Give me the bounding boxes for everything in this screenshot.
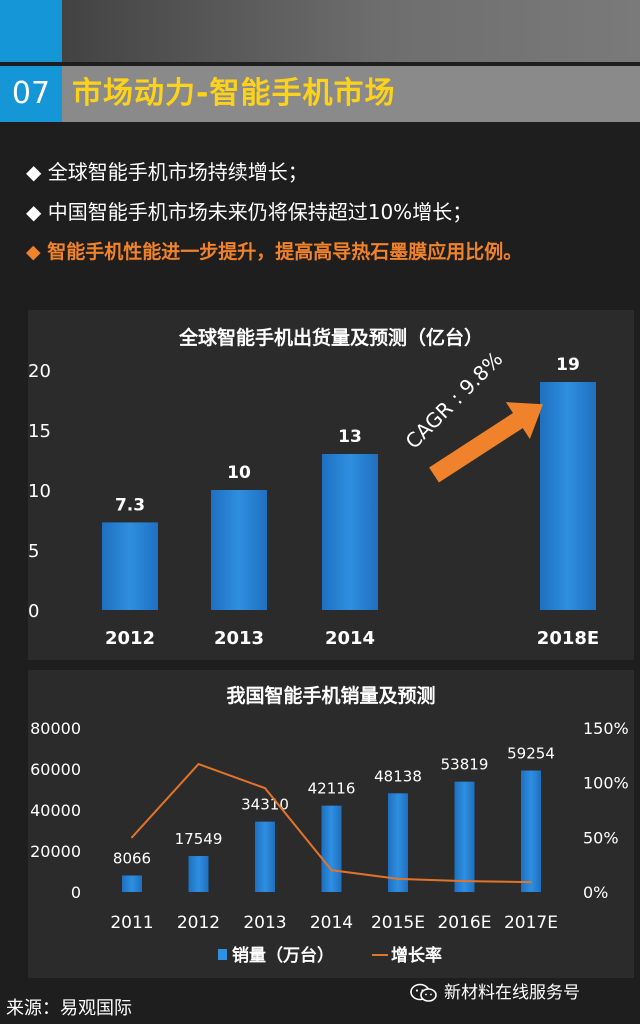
y-tick-label: 0 [28,601,39,622]
x-tick-label: 2015E [371,913,425,933]
china-sales-chart: 我国智能手机销量及预测 0 20000 40000 60000 80000 0% 50% 100… [30,684,629,966]
bar [255,821,275,892]
growth-rate-point [131,836,133,839]
wechat-icon [410,983,437,1002]
growth-rate-point [197,763,200,766]
bar [322,454,378,610]
bar [211,490,267,610]
data-label: 34310 [241,796,289,814]
global-shipments-chart: 全球智能手机出货量及预测（亿台） 0 5 10 15 20 7.3 2012 10 2013 13 2… [28,326,599,649]
page-title: 市场动力-智能手机市场 [72,76,396,111]
y-tick-label: 20 [28,361,51,382]
growth-rate-point [397,877,399,880]
data-label: 17549 [175,830,223,848]
bar [388,793,408,892]
data-label: 10 [227,463,251,483]
data-label: 8066 [113,849,151,867]
y-left-tick-label: 60000 [30,760,81,779]
bullet-list: ◆ 全球智能手机市场持续增长； ◆ 中国智能手机市场未来仍将保持超过10%增长；… [26,152,626,272]
chart-title: 全球智能手机出货量及预测（亿台） [178,326,483,349]
y-right-tick-label: 100% [583,774,629,793]
growth-rate-point [463,880,466,883]
x-tick-label: 2012 [105,628,155,649]
y-tick-label: 10 [28,481,51,502]
growth-rate-point [530,881,532,884]
x-tick-label: 2013 [243,913,286,933]
x-tick-label: 2013 [214,628,264,649]
growth-rate-point [264,787,266,790]
chart-panel-china: 我国智能手机销量及预测 0 20000 40000 60000 80000 0% 50% 100… [28,670,634,978]
data-label: 53819 [441,756,489,774]
data-label: 7.3 [115,495,145,515]
y-left-tick-label: 80000 [30,719,81,738]
watermark-text: 新材料在线服务号 [444,983,580,1003]
bar [540,382,596,610]
bar [102,522,158,610]
growth-rate-point [330,869,333,872]
bar [454,781,475,892]
bullet-item: ◆ 全球智能手机市场持续增长； [26,160,308,184]
data-label: 42116 [308,780,356,798]
bar [321,805,342,892]
x-tick-label: 2016E [437,913,491,933]
bar [122,875,142,892]
bar [188,856,209,892]
data-label: 59254 [507,745,555,763]
chart-panel-global: 全球智能手机出货量及预测（亿台） 0 5 10 15 20 7.3 2012 10 2013 13 2… [28,310,634,660]
cagr-arrow-shape [429,402,544,483]
data-label: 13 [338,427,362,447]
section-header: 07 市场动力-智能手机市场 [0,66,640,122]
bullet-item-highlight: ◆ 智能手机性能进一步提升，提高高导热石墨膜应用比例。 [26,241,523,263]
bullet-item: ◆ 中国智能手机市场未来仍将保持超过10%增长； [26,200,473,224]
x-tick-label: 2017E [504,913,558,933]
data-label: 19 [556,355,580,375]
y-right-tick-label: 0% [583,883,608,902]
top-accent-block [0,0,62,62]
x-tick-label: 2014 [325,628,375,649]
y-left-tick-label: 0 [71,883,81,902]
top-decor-strip [0,0,640,62]
legend-swatch-bar [218,949,227,960]
data-label: 48138 [374,767,422,785]
chart-title: 我国智能手机销量及预测 [226,684,435,707]
bar [521,770,541,892]
y-left-tick-label: 20000 [30,842,81,861]
y-tick-label: 5 [28,541,39,562]
y-left-tick-label: 40000 [30,801,81,820]
y-tick-label: 15 [28,421,51,442]
source-note: 来源：易观国际 [6,998,132,1019]
x-tick-label: 2011 [110,913,153,933]
section-number: 07 [0,66,62,122]
y-right-tick-label: 150% [583,719,629,738]
watermark: 新材料在线服务号 [410,980,580,1006]
y-right-tick-label: 50% [583,828,619,847]
legend-label: 增长率 [391,945,442,966]
x-tick-label: 2012 [177,913,220,933]
cagr-arrow [429,402,544,483]
legend-label: 销量（万台） [232,945,334,966]
x-tick-label: 2018E [537,628,599,649]
x-tick-label: 2014 [310,913,353,933]
